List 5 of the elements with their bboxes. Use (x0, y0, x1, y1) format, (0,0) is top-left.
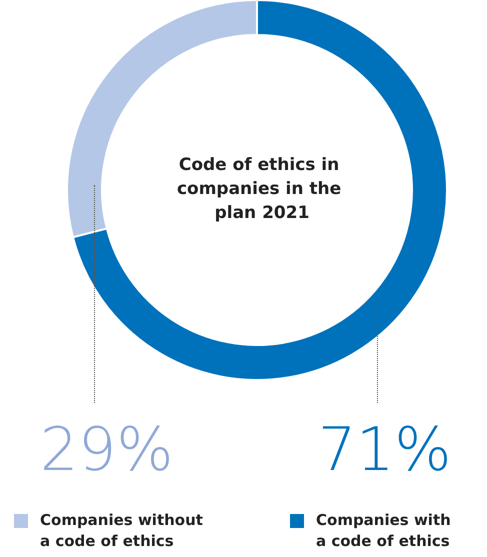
text: Code of ethics in companies in the plan 2021 (176, 155, 348, 223)
legend-label: Companies without a code of ethics (40, 510, 204, 552)
legend-label: Companies with a code of ethics (316, 510, 452, 552)
data-label: 71% (318, 415, 452, 485)
data-label: 29% (40, 415, 174, 485)
